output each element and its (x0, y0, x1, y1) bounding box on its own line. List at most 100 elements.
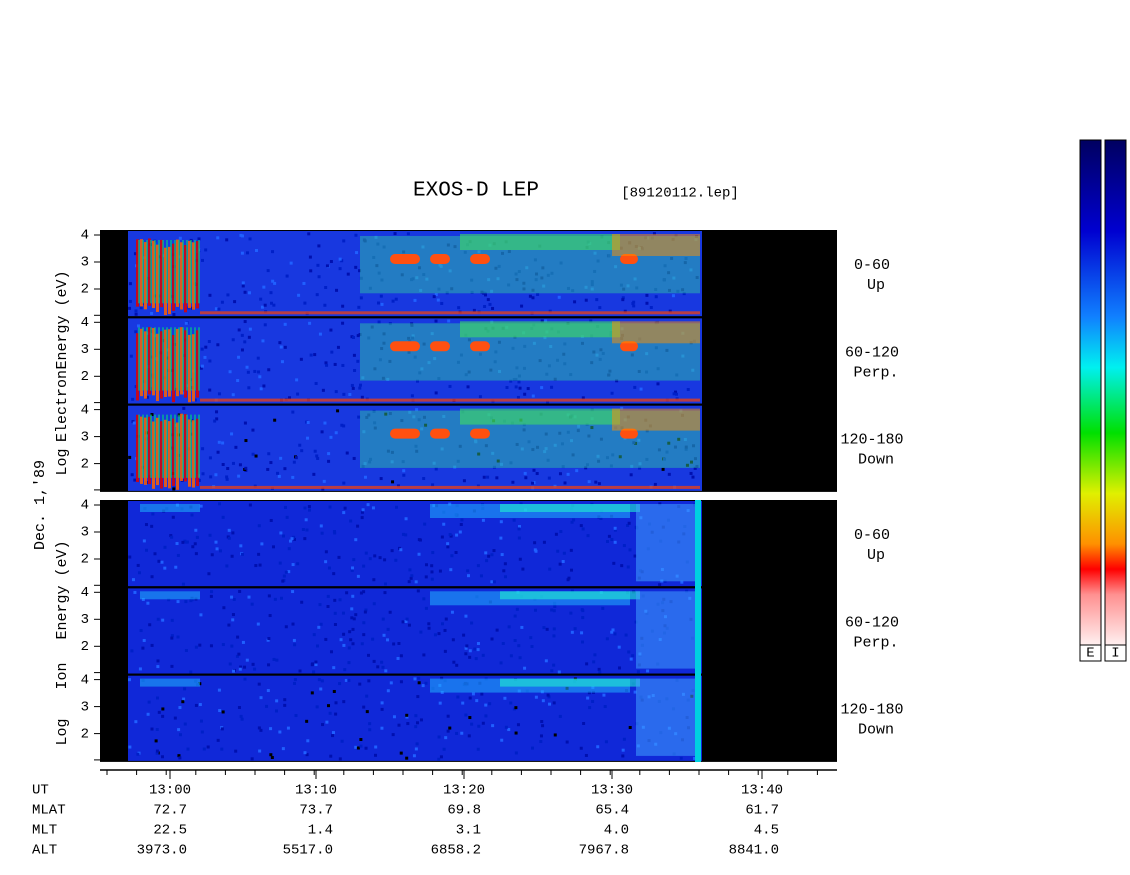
texture (329, 260, 333, 264)
texture (383, 591, 387, 595)
row-value: 6858.2 (431, 843, 481, 859)
texture (372, 578, 376, 582)
texture (474, 440, 478, 444)
texture (531, 296, 535, 300)
texture (410, 394, 414, 398)
y-tick-label: 3 (81, 612, 89, 628)
texture (287, 547, 291, 551)
texture (392, 715, 396, 719)
texture (230, 644, 234, 648)
texture (591, 699, 595, 703)
texture (156, 617, 160, 621)
texture (155, 751, 159, 755)
texture (543, 336, 547, 340)
ephemeris: UT 13:00 13:10 13:20 13:30 13:40 MLAT 72.7 73.7 6… (32, 783, 783, 859)
texture (241, 284, 245, 288)
texture (184, 648, 188, 652)
texture (189, 670, 193, 674)
texture (494, 266, 498, 270)
texture (547, 695, 551, 699)
texture (407, 350, 411, 354)
texture (540, 276, 544, 280)
texture (607, 254, 611, 258)
texture (307, 505, 311, 509)
burst (188, 334, 191, 403)
burst (172, 334, 175, 403)
texture (446, 714, 450, 718)
texture (604, 740, 608, 744)
texture (415, 408, 419, 412)
texture (185, 540, 189, 544)
texture (150, 575, 154, 579)
texture (347, 678, 351, 682)
row-value: 4.5 (754, 823, 779, 839)
burst (192, 334, 195, 402)
texture (327, 459, 331, 463)
y-tick-label: 2 (81, 456, 89, 472)
texture (630, 353, 634, 357)
texture (522, 428, 526, 432)
burst (160, 421, 163, 489)
texture (246, 370, 250, 374)
texture (513, 614, 517, 618)
texture (362, 430, 366, 434)
texture (200, 347, 204, 351)
texture (514, 272, 518, 276)
texture (316, 456, 320, 460)
texture (276, 471, 280, 475)
texture (226, 467, 230, 471)
texture (341, 304, 345, 308)
texture (562, 551, 566, 555)
band (460, 321, 620, 338)
y-tick-label: 3 (81, 255, 89, 271)
texture (448, 269, 452, 273)
texture (388, 359, 392, 363)
texture (464, 652, 468, 656)
texture (476, 564, 480, 568)
texture (552, 663, 556, 667)
texture (367, 336, 371, 340)
texture (539, 740, 543, 744)
texture (569, 548, 573, 552)
texture (470, 278, 474, 282)
texture (191, 545, 195, 549)
texture (522, 423, 526, 427)
y-tick-label: 3 (81, 342, 89, 358)
texture (199, 719, 203, 723)
texture (621, 754, 625, 758)
burst (158, 240, 160, 304)
texture (516, 395, 520, 399)
texture (546, 693, 550, 697)
texture (667, 441, 671, 445)
texture (296, 562, 300, 566)
texture (452, 660, 456, 664)
texture (419, 630, 423, 634)
texture (215, 417, 219, 421)
burst (148, 416, 151, 485)
texture (370, 325, 374, 329)
texture (529, 636, 533, 640)
texture (536, 445, 540, 449)
texture (499, 520, 503, 524)
texture (241, 552, 245, 556)
texture (350, 335, 354, 339)
texture (610, 630, 614, 634)
burst (184, 330, 187, 398)
texture (689, 471, 693, 475)
texture (481, 653, 485, 657)
texture (633, 690, 637, 694)
y-tick-label: 2 (81, 369, 89, 385)
texture (658, 502, 662, 506)
texture (326, 594, 330, 598)
texture (444, 736, 448, 740)
burst (166, 414, 168, 478)
texture (685, 589, 689, 593)
texture (362, 705, 366, 709)
labels: 4 3 2 0-60 Up 4 3 2 60-120 Perp. 4 3 2 120-180 Down Log… (54, 228, 904, 761)
texture (361, 508, 365, 512)
texture (291, 622, 295, 626)
band (140, 678, 200, 687)
texture (130, 649, 134, 653)
texture (338, 598, 342, 602)
